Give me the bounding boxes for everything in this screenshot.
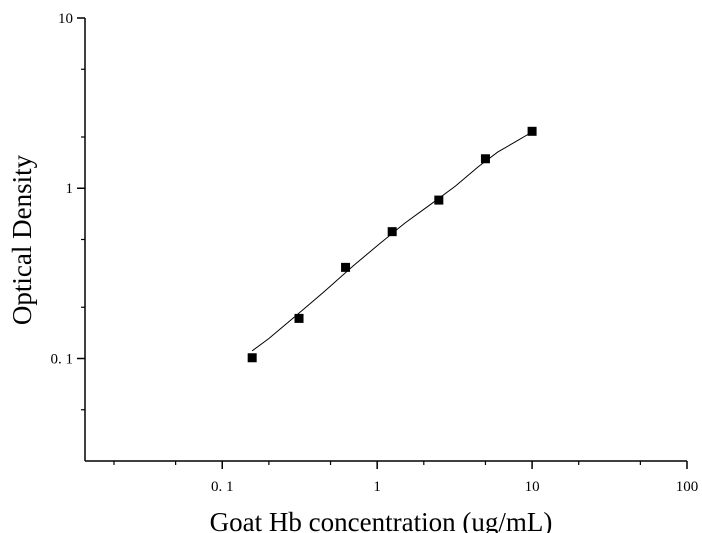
- axes: [84, 18, 687, 462]
- x-tick-label: 1: [373, 479, 381, 495]
- x-tick-label: 0. 1: [211, 479, 234, 495]
- fit-curve: [251, 131, 533, 352]
- data-point: [434, 195, 444, 205]
- y-axis-ticks: 0. 1 1 10: [51, 11, 85, 411]
- data-point: [247, 353, 257, 363]
- y-tick-label: 1: [66, 181, 74, 197]
- data-point: [294, 313, 304, 323]
- x-tick-label: 10: [525, 479, 540, 495]
- x-tick-label: 100: [676, 479, 699, 495]
- x-axis-ticks: 0. 1 1 10 100: [113, 461, 699, 495]
- y-axis-title: Optical Density: [7, 154, 37, 325]
- data-point: [341, 262, 351, 272]
- data-points: [247, 126, 537, 363]
- y-tick-label: 0. 1: [51, 351, 74, 367]
- data-point: [527, 126, 537, 136]
- data-point: [387, 227, 397, 237]
- y-tick-label: 10: [58, 11, 73, 27]
- data-point: [480, 154, 490, 164]
- x-axis-title: Goat Hb concentration (ug/mL): [210, 507, 553, 533]
